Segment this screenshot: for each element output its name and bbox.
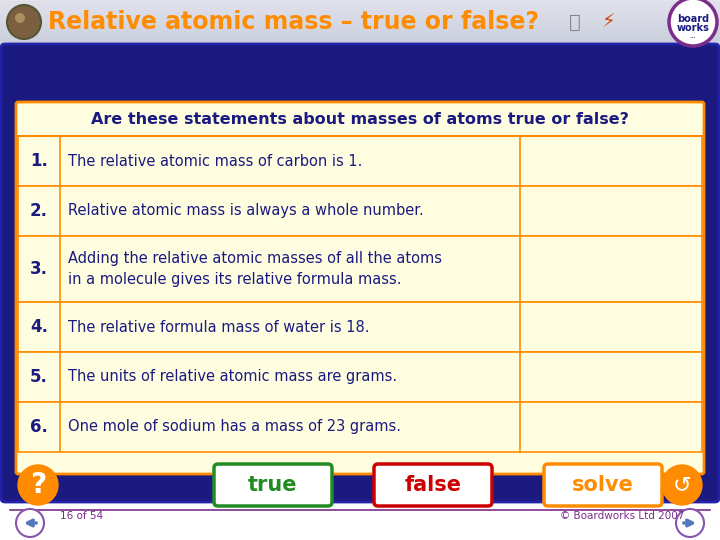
Text: Relative atomic mass – true or false?: Relative atomic mass – true or false? xyxy=(48,10,539,34)
Text: The relative atomic mass of carbon is 1.: The relative atomic mass of carbon is 1. xyxy=(68,153,362,168)
Text: 3.: 3. xyxy=(30,260,48,278)
Text: Adding the relative atomic masses of all the atoms
in a molecule gives its relat: Adding the relative atomic masses of all… xyxy=(68,251,442,287)
FancyBboxPatch shape xyxy=(374,464,492,506)
Text: ?: ? xyxy=(30,471,46,499)
Bar xyxy=(18,136,702,186)
Text: 4.: 4. xyxy=(30,318,48,336)
FancyBboxPatch shape xyxy=(16,102,704,474)
Bar xyxy=(18,352,702,402)
Circle shape xyxy=(18,465,58,505)
Circle shape xyxy=(7,5,41,39)
Circle shape xyxy=(16,509,44,537)
Bar xyxy=(18,302,702,352)
Bar xyxy=(18,236,702,302)
Text: One mole of sodium has a mass of 23 grams.: One mole of sodium has a mass of 23 gram… xyxy=(68,420,401,435)
Text: solve: solve xyxy=(572,475,634,495)
Text: works: works xyxy=(677,23,709,33)
Text: 2.: 2. xyxy=(30,202,48,220)
Text: Are these statements about masses of atoms true or false?: Are these statements about masses of ato… xyxy=(91,112,629,127)
Text: board: board xyxy=(677,14,709,24)
Text: The relative formula mass of water is 18.: The relative formula mass of water is 18… xyxy=(68,320,369,334)
Text: 1.: 1. xyxy=(30,152,48,170)
Text: © Boardworks Ltd 2007: © Boardworks Ltd 2007 xyxy=(560,511,685,521)
Circle shape xyxy=(676,509,704,537)
Circle shape xyxy=(662,465,702,505)
Text: 5.: 5. xyxy=(30,368,48,386)
Bar xyxy=(18,186,702,236)
Text: ⚡: ⚡ xyxy=(601,12,615,31)
Text: true: true xyxy=(248,475,298,495)
Circle shape xyxy=(15,13,25,23)
Text: ↺: ↺ xyxy=(672,475,691,495)
FancyBboxPatch shape xyxy=(544,464,662,506)
Text: 6.: 6. xyxy=(30,418,48,436)
Text: 16 of 54: 16 of 54 xyxy=(60,511,103,521)
Bar xyxy=(18,402,702,452)
FancyBboxPatch shape xyxy=(214,464,332,506)
Circle shape xyxy=(669,0,717,46)
FancyBboxPatch shape xyxy=(1,44,719,502)
Text: The units of relative atomic mass are grams.: The units of relative atomic mass are gr… xyxy=(68,369,397,384)
Text: 📖: 📖 xyxy=(569,12,581,31)
Text: ...: ... xyxy=(690,33,696,39)
Text: false: false xyxy=(405,475,462,495)
Text: Relative atomic mass is always a whole number.: Relative atomic mass is always a whole n… xyxy=(68,204,424,219)
